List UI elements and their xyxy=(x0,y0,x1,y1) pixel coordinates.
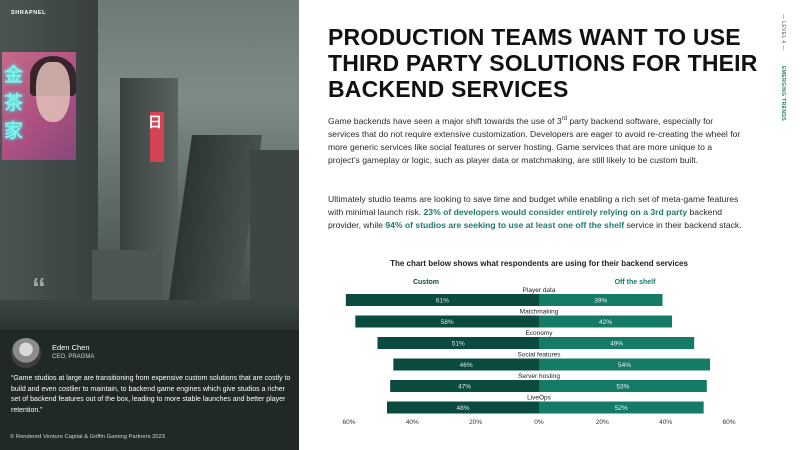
red-sign-char: 日 xyxy=(148,115,162,131)
x-tick-label: 20% xyxy=(469,419,482,426)
neon-char-2: 茶 xyxy=(4,92,24,114)
x-tick-label: 0% xyxy=(534,419,544,426)
bar-off-the-shelf xyxy=(539,401,704,414)
level-label: — LEVEL 4 — xyxy=(780,14,786,51)
person-role: CEO, PRAGMA xyxy=(52,354,95,360)
category-label: Economy xyxy=(525,330,553,337)
data-label-custom: 51% xyxy=(452,341,465,348)
bar-custom xyxy=(387,401,539,414)
bar-off-the-shelf xyxy=(539,358,710,371)
data-label-off-the-shelf: 39% xyxy=(594,298,607,305)
bar-custom xyxy=(355,315,539,328)
x-tick-label: 60% xyxy=(342,419,355,426)
intro-text-a: Game backends have seen a major shift to… xyxy=(328,115,562,126)
person-name: Eden Chen xyxy=(52,343,90,352)
legend-off-the-shelf: Off the shelf xyxy=(615,279,657,286)
bar-custom xyxy=(390,380,539,392)
insight-text-e: service in their backend stack. xyxy=(624,220,742,230)
data-label-custom: 58% xyxy=(441,319,454,326)
data-label-off-the-shelf: 54% xyxy=(618,362,631,369)
bar-off-the-shelf xyxy=(539,337,695,349)
quote-panel xyxy=(0,330,299,450)
skyscraper-left xyxy=(0,0,98,330)
bar-off-the-shelf xyxy=(539,380,707,392)
hero-image: 金 茶 家 日 SHRAPNEL “ Eden Chen CEO, PRAGMA… xyxy=(0,0,299,450)
intro-superscript: rd xyxy=(561,116,567,122)
category-label: Social features xyxy=(518,352,562,359)
testimonial-quote: “Game studios at large are transitioning… xyxy=(11,375,291,414)
x-tick-label: 20% xyxy=(596,419,609,426)
data-label-custom: 48% xyxy=(456,405,469,412)
insight-highlight-2: 94% of studios are seeking to use at lea… xyxy=(385,220,625,230)
neon-char-1: 金 xyxy=(4,64,24,86)
data-label-custom: 61% xyxy=(436,298,449,305)
category-label: Server hosting xyxy=(518,373,560,380)
intro-text-b: party backend software, especially for s… xyxy=(328,115,741,165)
legend-custom: Custom xyxy=(413,279,439,286)
x-tick-label: 40% xyxy=(659,419,672,426)
brand-logo: SHRAPNEL xyxy=(11,10,47,16)
data-label-custom: 46% xyxy=(460,362,473,369)
intro-paragraph: Game backends have seen a major shift to… xyxy=(328,113,746,167)
data-label-off-the-shelf: 52% xyxy=(615,405,628,412)
category-label: Player data xyxy=(523,287,556,294)
data-label-custom: 47% xyxy=(458,384,471,391)
data-label-off-the-shelf: 53% xyxy=(616,384,629,391)
insight-highlight-1: 23% of developers would consider entirel… xyxy=(423,207,688,217)
bar-custom xyxy=(393,358,539,371)
data-label-off-the-shelf: 42% xyxy=(599,319,612,326)
red-neon-sign xyxy=(150,112,164,162)
x-tick-label: 60% xyxy=(722,419,735,426)
section-label: EMERGING TRENDS xyxy=(780,66,786,122)
category-label: LiveOps xyxy=(527,395,552,402)
insight-paragraph: Ultimately studio teams are looking to s… xyxy=(328,193,746,232)
insight-text-c: backend provider, while xyxy=(328,207,723,230)
page-title: PRODUCTION TEAMS WANT TO USE THIRD PARTY… xyxy=(328,24,758,102)
billboard-face xyxy=(36,62,70,122)
quote-mark-icon: “ xyxy=(32,272,46,303)
insight-text-a: Ultimately studio teams are looking to s… xyxy=(328,194,739,217)
bar-custom xyxy=(345,294,539,306)
x-tick-label: 40% xyxy=(406,419,419,426)
bar-off-the-shelf xyxy=(539,294,663,306)
bar-custom xyxy=(377,337,539,349)
chart-title: The chart below shows what respondents a… xyxy=(390,259,688,268)
backend-services-chart: The chart below shows what respondents a… xyxy=(342,259,735,426)
bar-off-the-shelf xyxy=(539,315,672,328)
neon-char-3: 家 xyxy=(4,120,24,142)
avatar xyxy=(11,338,41,368)
copyright: © Rendered Venture Capital & Griffin Gam… xyxy=(10,434,165,440)
data-label-off-the-shelf: 49% xyxy=(610,341,623,348)
section-indicator: — LEVEL 4 — EMERGING TRENDS xyxy=(776,8,794,122)
category-label: Matchmaking xyxy=(520,309,559,316)
